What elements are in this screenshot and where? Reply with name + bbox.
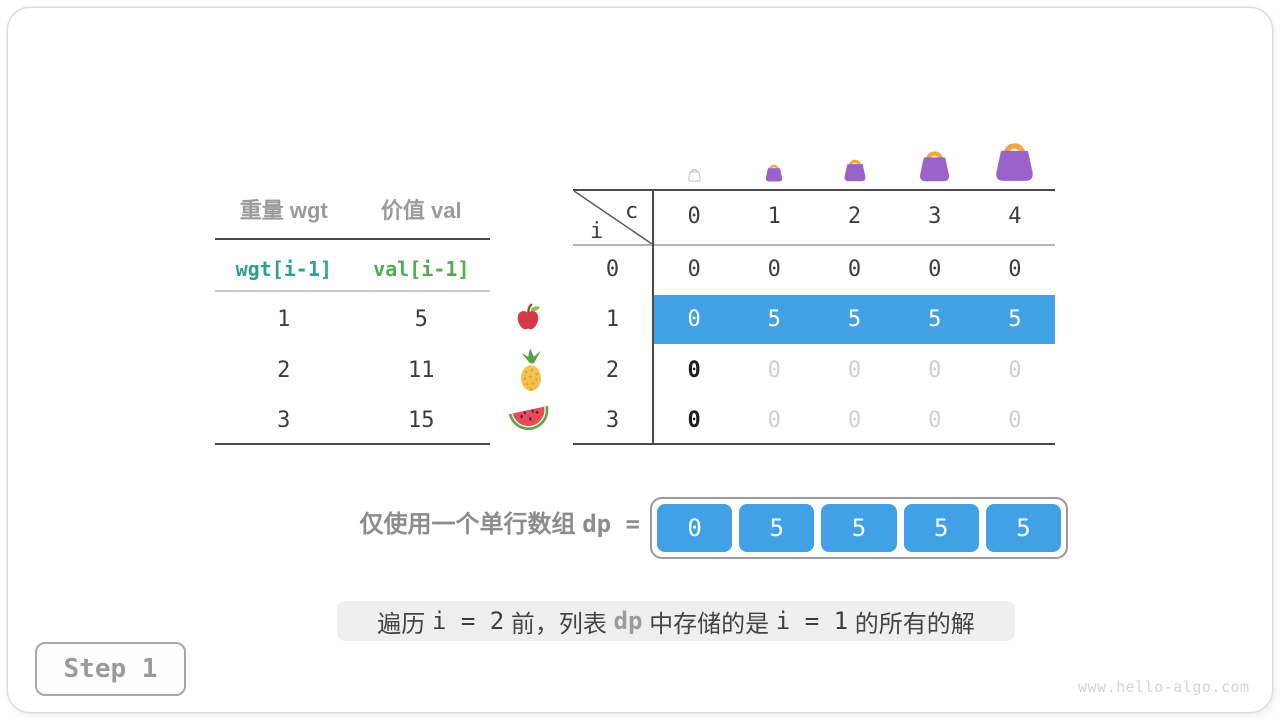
dp-row-0: 0 0 0 0 0 (654, 256, 1055, 284)
bag-empty-icon (687, 168, 701, 182)
items-table-header: 重量 wgt 价值 val (215, 196, 490, 226)
caption-text: 前，列表 (504, 610, 614, 638)
col-header-3: 3 (928, 204, 942, 229)
items-table-top-rule (215, 238, 490, 240)
diagram-card (8, 8, 1272, 712)
row-label-0: 0 (605, 257, 620, 282)
item-row-1: 1 5 (215, 306, 490, 334)
dp-table-bottom-rule (573, 443, 1055, 445)
dp-array-cell-3: 5 (903, 504, 979, 552)
dp-table-vertical-rule (652, 189, 654, 445)
dp-row-1: 0 5 5 5 5 (654, 306, 1055, 334)
dp-cell: 0 (847, 408, 862, 433)
caption-code-i1: i = 1 (775, 607, 849, 635)
dp-table-header-rule (573, 244, 1055, 246)
col-header-0: 0 (687, 204, 701, 229)
capacity-icons-row (654, 124, 1055, 182)
dp-array-cell-2: 5 (821, 504, 897, 552)
val-formula-cell: val[i-1] (373, 257, 470, 281)
dp-array-label-code: dp = (582, 510, 640, 538)
step-badge: Step 1 (35, 642, 186, 696)
dp-cell: 0 (1008, 408, 1022, 433)
bag-large-icon (920, 151, 950, 182)
corner-diagonal-line (574, 191, 652, 244)
bag-small-icon (766, 164, 783, 182)
caption-code-i2: i = 2 (431, 607, 505, 635)
dp-cell: 5 (928, 307, 942, 332)
dp-cell: 0 (767, 358, 781, 383)
watermark: www.hello-algo.com (1078, 678, 1250, 696)
pineapple-icon (521, 348, 541, 391)
row-label-1: 1 (605, 307, 620, 332)
weight-column-header: 重量 wgt (239, 198, 328, 223)
value-column-header: 价值 val (380, 198, 462, 223)
dp-row-3: 0 0 0 0 0 (654, 407, 1055, 435)
item-row-2: 2 11 (215, 357, 490, 385)
dp-array-cell-4: 5 (985, 504, 1062, 552)
col-header-4: 4 (1008, 204, 1022, 229)
row-label-3: 3 (605, 408, 620, 433)
item-3-weight: 3 (277, 408, 291, 433)
highlighted-row-band (654, 295, 1055, 344)
apple-icon (517, 303, 540, 330)
dp-cell: 0 (1008, 358, 1022, 383)
dp-cell: 0 (847, 257, 862, 282)
dp-array-cell-0: 0 (657, 504, 733, 552)
items-table-mid-rule (215, 290, 490, 292)
dp-cell: 0 (847, 358, 862, 383)
dp-cell: 5 (847, 307, 862, 332)
watermelon-icon (508, 405, 549, 431)
col-header-1: 1 (767, 204, 781, 229)
dp-row-2: 0 0 0 0 0 (654, 357, 1055, 385)
wgt-formula-cell: wgt[i-1] (235, 257, 332, 281)
bag-medium-icon (844, 159, 865, 182)
dp-cell: 5 (1008, 307, 1022, 332)
dp-array-label: 仅使用一个单行数组 dp = (320, 509, 640, 540)
row-label-2: 2 (605, 358, 620, 383)
item-1-weight: 1 (277, 307, 291, 332)
dp-cell: 0 (687, 408, 701, 433)
dp-cell: 0 (687, 307, 701, 332)
item-3-value: 15 (408, 408, 435, 433)
items-table-formula-row: wgt[i-1] val[i-1] (215, 256, 490, 282)
caption-text: 的所有的解 (848, 610, 975, 638)
caption-code-dp: dp (613, 607, 643, 635)
item-row-3: 3 15 (215, 407, 490, 435)
dp-cell: 0 (1008, 257, 1022, 282)
dp-col-headers: 0 1 2 3 4 (654, 203, 1055, 231)
dp-cell: 0 (928, 358, 942, 383)
item-2-weight: 2 (277, 358, 291, 383)
caption-pill: 遍历 i = 2 前，列表 dp 中存储的是 i = 1 的所有的解 (337, 601, 1015, 641)
dp-array: 0 5 5 5 5 (650, 497, 1068, 559)
bag-xlarge-icon (996, 143, 1034, 181)
caption-text: 遍历 (377, 610, 432, 638)
dp-cell: 5 (767, 307, 781, 332)
dp-cell: 0 (687, 358, 701, 383)
dp-cell: 0 (767, 408, 781, 433)
caption-text: 中存储的是 (642, 610, 776, 638)
col-header-2: 2 (847, 204, 862, 229)
corner-col-var: c (625, 199, 639, 224)
dp-cell: 0 (928, 408, 942, 433)
dp-table-top-rule (573, 189, 1055, 191)
dp-cell: 0 (928, 257, 942, 282)
dp-array-cell-1: 5 (739, 504, 815, 552)
dp-cell: 0 (767, 257, 781, 282)
dp-cell: 0 (687, 257, 701, 282)
corner-row-var: i (590, 219, 604, 244)
item-1-value: 5 (414, 307, 428, 332)
dp-array-label-text: 仅使用一个单行数组 (359, 511, 576, 538)
item-2-value: 11 (408, 358, 435, 383)
items-table-bottom-rule (215, 443, 490, 445)
